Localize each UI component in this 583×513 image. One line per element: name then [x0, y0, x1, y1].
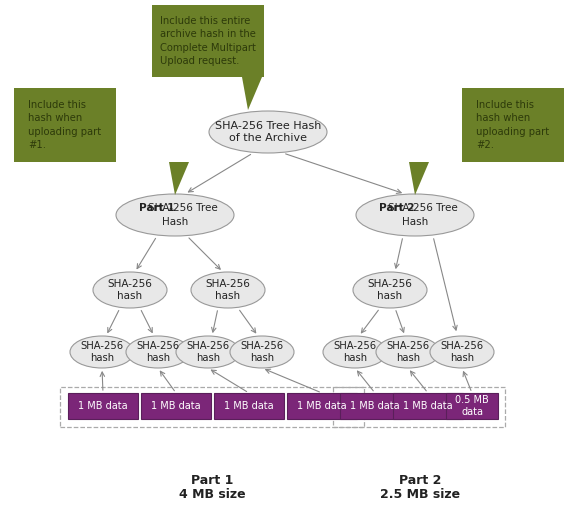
Text: SHA-256
hash: SHA-256 hash: [206, 279, 251, 301]
Text: Part 2: Part 2: [380, 203, 415, 213]
FancyBboxPatch shape: [214, 393, 284, 419]
Text: 1 MB data: 1 MB data: [151, 401, 201, 411]
Text: Include this
hash when
uploading part
#1.: Include this hash when uploading part #1…: [29, 100, 101, 150]
Text: SHA-256 Tree: SHA-256 Tree: [388, 203, 458, 213]
Ellipse shape: [126, 336, 190, 368]
Text: SHA-256
hash: SHA-256 hash: [367, 279, 412, 301]
Text: SHA-256
hash: SHA-256 hash: [333, 341, 377, 363]
Text: Part 1: Part 1: [191, 473, 233, 486]
Ellipse shape: [209, 111, 327, 153]
Text: SHA-256
hash: SHA-256 hash: [240, 341, 283, 363]
Text: SHA-256
hash: SHA-256 hash: [387, 341, 430, 363]
Ellipse shape: [70, 336, 134, 368]
Text: 1 MB data: 1 MB data: [403, 401, 453, 411]
Polygon shape: [242, 77, 262, 110]
Text: 1 MB data: 1 MB data: [350, 401, 400, 411]
Text: SHA-256
hash: SHA-256 hash: [136, 341, 180, 363]
Text: 4 MB size: 4 MB size: [178, 487, 245, 501]
Text: Hash: Hash: [162, 217, 188, 227]
Ellipse shape: [430, 336, 494, 368]
Ellipse shape: [230, 336, 294, 368]
Ellipse shape: [93, 272, 167, 308]
Ellipse shape: [356, 194, 474, 236]
Ellipse shape: [116, 194, 234, 236]
FancyBboxPatch shape: [152, 5, 264, 77]
FancyBboxPatch shape: [14, 88, 116, 162]
Text: SHA-256
hash: SHA-256 hash: [80, 341, 124, 363]
FancyBboxPatch shape: [462, 88, 564, 162]
Ellipse shape: [323, 336, 387, 368]
Text: Part 2: Part 2: [399, 473, 441, 486]
Polygon shape: [169, 162, 189, 195]
Text: Include this
hash when
uploading part
#2.: Include this hash when uploading part #2…: [476, 100, 550, 150]
FancyBboxPatch shape: [393, 393, 463, 419]
Text: SHA-256 Tree Hash
of the Archive: SHA-256 Tree Hash of the Archive: [215, 121, 321, 143]
Ellipse shape: [353, 272, 427, 308]
Text: SHA-256
hash: SHA-256 hash: [187, 341, 230, 363]
FancyBboxPatch shape: [141, 393, 211, 419]
Text: Part 1: Part 1: [139, 203, 175, 213]
FancyBboxPatch shape: [446, 393, 498, 419]
Text: SHA-256
hash: SHA-256 hash: [440, 341, 483, 363]
Text: 2.5 MB size: 2.5 MB size: [380, 487, 460, 501]
Text: 1 MB data: 1 MB data: [297, 401, 347, 411]
Ellipse shape: [191, 272, 265, 308]
Polygon shape: [409, 162, 429, 195]
Text: Include this entire
archive hash in the
Complete Multipart
Upload request.: Include this entire archive hash in the …: [160, 16, 256, 66]
Text: Hash: Hash: [402, 217, 428, 227]
Text: 1 MB data: 1 MB data: [78, 401, 128, 411]
Ellipse shape: [376, 336, 440, 368]
FancyBboxPatch shape: [287, 393, 357, 419]
FancyBboxPatch shape: [340, 393, 410, 419]
Text: SHA-256 Tree: SHA-256 Tree: [148, 203, 218, 213]
FancyBboxPatch shape: [68, 393, 138, 419]
Text: 1 MB data: 1 MB data: [224, 401, 274, 411]
Ellipse shape: [176, 336, 240, 368]
Text: SHA-256
hash: SHA-256 hash: [107, 279, 152, 301]
Text: 0.5 MB
data: 0.5 MB data: [455, 395, 489, 417]
